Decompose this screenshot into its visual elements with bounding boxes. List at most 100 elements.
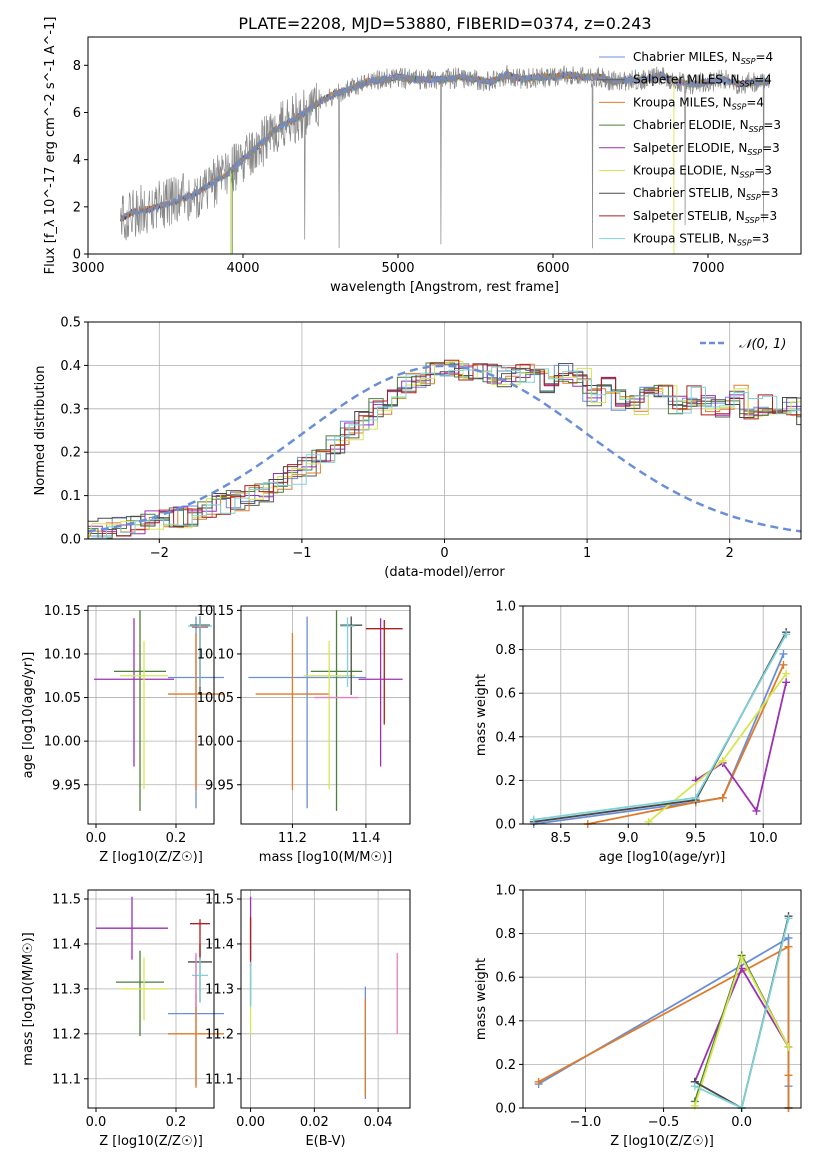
y-tick-label: 0.0 — [495, 818, 516, 833]
y-tick-label: 0.2 — [60, 446, 81, 461]
weight_vs_Z-chart: −1.0 −0.5 0.0 0.0 0.2 0.4 0.6 0.8 1.0 Z [log10(Z/… — [474, 884, 802, 1149]
spectrum-chart: 3000 4000 5000 6000 7000 0 2 4 6 8 wavelength [Ang… — [43, 17, 802, 295]
weight-marker — [529, 815, 538, 824]
y-tick-label: 0.4 — [60, 359, 81, 374]
y-tick-label: 11.2 — [205, 1027, 234, 1042]
y-tick-label: 0.5 — [60, 316, 81, 331]
y-tick-label: 10.10 — [44, 647, 81, 662]
age_vs_mass-chart: 11.2 11.4 9.95 10.00 10.05 10.10 10.15 mass [lo… — [197, 604, 411, 865]
y-tick-label: 11.3 — [52, 982, 81, 997]
y-tick-label: 0.0 — [60, 533, 81, 548]
y-tick-label: 0.6 — [495, 971, 516, 986]
weight-marker — [718, 756, 727, 765]
y-axis-label: mass weight — [474, 958, 489, 1040]
weight-line — [587, 664, 785, 825]
weight-line — [538, 945, 790, 1108]
y-tick-label: 1.0 — [495, 600, 516, 615]
x-tick-label: 5000 — [381, 261, 414, 276]
weight-marker — [718, 793, 727, 802]
spectrum-line — [120, 70, 771, 222]
mass_vs_Z-chart: 0.0 0.2 11.1 11.2 11.3 11.4 11.5 Z [log10(Z/Z☉)… — [21, 889, 224, 1149]
x-tick-label: 9.0 — [618, 831, 639, 846]
weight-marker — [690, 1101, 699, 1110]
axes-frame — [87, 889, 215, 1109]
x-tick-label: 0.2 — [166, 831, 187, 846]
y-tick-label: 0 — [73, 248, 81, 263]
y-tick-label: 6 — [73, 106, 81, 121]
legend-label: Kroupa MILES, NSSP=4 — [633, 95, 764, 111]
axes-frame — [240, 605, 411, 825]
y-axis-label: mass weight — [474, 674, 489, 756]
x-tick-label: −1 — [292, 546, 311, 561]
x-tick-label: −1.0 — [570, 1115, 602, 1130]
y-tick-label: 11.4 — [205, 937, 234, 952]
figure-title: PLATE=2208, MJD=53880, FIBERID=0374, z=0… — [238, 14, 651, 33]
y-tick-label: 1.0 — [495, 884, 516, 899]
y-tick-label: 10.05 — [44, 691, 81, 706]
x-axis-label: Z [log10(Z/Z☉)] — [99, 850, 203, 865]
histogram-step — [88, 359, 801, 539]
y-tick-label: 0.4 — [495, 1014, 516, 1029]
residual-histogram: −2 −1 0 1 2 0.0 0.1 0.2 0.3 0.4 0.5 (data-model)/er… — [33, 316, 802, 580]
y-axis-label: Normed distribution — [33, 366, 48, 496]
x-tick-label: 2 — [726, 546, 734, 561]
x-tick-label: 0.04 — [364, 1115, 393, 1130]
legend-label: Salpeter MILES, NSSP=4 — [633, 73, 772, 89]
x-tick-label: 0.0 — [86, 831, 107, 846]
legend-label: 𝒩(0, 1) — [739, 337, 786, 352]
x-tick-label: 9.5 — [685, 831, 706, 846]
y-axis-label: age [log10(age/yr)] — [21, 652, 36, 779]
y-axis-label: Flux [f_λ 10^-17 erg cm^-2 s^-1 A^-1] — [43, 17, 58, 275]
y-tick-label: 4 — [73, 153, 81, 168]
y-tick-label: 0.6 — [495, 687, 516, 702]
y-tick-label: 8 — [73, 59, 81, 74]
x-tick-label: 11.2 — [278, 831, 307, 846]
x-tick-label: −0.5 — [648, 1115, 680, 1130]
x-tick-label: 6000 — [536, 261, 569, 276]
y-tick-label: 11.4 — [52, 937, 81, 952]
x-tick-label: 0.02 — [300, 1115, 329, 1130]
spectrum-line — [120, 64, 771, 249]
x-tick-label: 11.4 — [351, 831, 380, 846]
y-tick-label: 9.95 — [205, 778, 234, 793]
y-tick-label: 10.10 — [197, 647, 234, 662]
weight-marker — [534, 1077, 543, 1086]
y-tick-label: 0.3 — [60, 402, 81, 417]
y-tick-label: 9.95 — [52, 778, 81, 793]
legend-label: Kroupa STELIB, NSSP=3 — [633, 232, 769, 248]
x-tick-label: 0 — [440, 546, 448, 561]
x-axis-label: E(B-V) — [305, 1134, 345, 1149]
x-axis-label: wavelength [Angstrom, rest frame] — [330, 280, 559, 295]
axes-frame — [522, 889, 802, 1109]
histogram-step — [88, 363, 801, 539]
weight-line — [533, 653, 785, 825]
y-tick-label: 0.2 — [495, 774, 516, 789]
x-tick-label: 3000 — [71, 261, 104, 276]
weight-marker — [782, 678, 791, 687]
weight-marker — [782, 669, 791, 678]
x-tick-label: 0.0 — [731, 1115, 752, 1130]
legend-label: Chabrier MILES, NSSP=4 — [633, 50, 773, 66]
normal-curve — [87, 364, 802, 533]
legend-label: Chabrier ELODIE, NSSP=3 — [633, 118, 781, 134]
x-axis-label: mass [log10(M/M☉)] — [259, 850, 392, 865]
y-tick-label: 0.1 — [60, 489, 81, 504]
x-tick-label: 0.2 — [166, 1115, 187, 1130]
y-tick-label: 11.5 — [52, 892, 81, 907]
x-tick-label: 8.5 — [550, 831, 571, 846]
x-tick-label: 10.0 — [749, 831, 778, 846]
weight-marker — [784, 933, 793, 942]
age_vs_Z-chart: 0.0 0.2 9.95 10.00 10.05 10.10 10.15 Z [log10(Z… — [21, 604, 224, 865]
weight-marker — [784, 914, 793, 923]
axes-frame — [240, 889, 411, 1109]
weight-marker — [784, 1042, 793, 1051]
weight-line — [695, 682, 788, 814]
x-tick-label: 0.00 — [236, 1115, 265, 1130]
y-tick-label: 2 — [73, 200, 81, 215]
y-tick-label: 10.15 — [197, 604, 234, 619]
weight-marker — [779, 660, 788, 669]
mass_vs_EBV-chart: 0.00 0.02 0.04 11.1 11.2 11.3 11.4 11.5 E(B-V) — [205, 889, 411, 1149]
weight-marker — [752, 806, 761, 815]
y-tick-label: 0.8 — [495, 643, 516, 658]
y-tick-label: 0.8 — [495, 927, 516, 942]
